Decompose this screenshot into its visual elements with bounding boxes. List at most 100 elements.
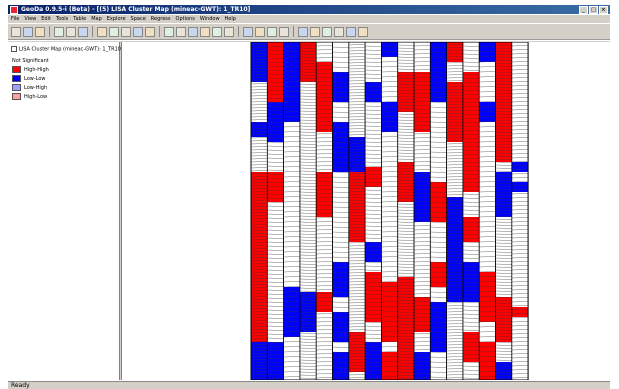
township-boundary: [413, 69, 431, 71]
low-low-cluster[interactable]: [332, 312, 349, 342]
low-low-cluster[interactable]: [430, 302, 447, 352]
minimize-icon[interactable]: _: [579, 5, 588, 14]
high-high-cluster[interactable]: [479, 272, 496, 322]
high-high-cluster[interactable]: [446, 82, 463, 142]
high-high-cluster[interactable]: [495, 297, 512, 342]
zoomout-icon[interactable]: [310, 26, 320, 37]
lisa-icon[interactable]: [188, 26, 198, 37]
legend-item-high-low[interactable]: High-Low: [12, 93, 47, 100]
gray-icon[interactable]: [279, 26, 289, 37]
window-icon[interactable]: [243, 26, 253, 37]
menu-map[interactable]: Map: [91, 16, 102, 22]
map-icon[interactable]: [164, 26, 174, 37]
weights-icon[interactable]: [109, 26, 119, 37]
low-low-cluster[interactable]: [381, 102, 398, 132]
menu-explore[interactable]: Explore: [106, 16, 126, 22]
legend-item-high-high[interactable]: High-High: [12, 66, 49, 73]
low-low-cluster[interactable]: [365, 82, 382, 102]
boxplot-icon[interactable]: [133, 26, 143, 37]
low-low-cluster[interactable]: [462, 262, 480, 302]
menu-tools[interactable]: Tools: [55, 16, 69, 22]
low-low-cluster[interactable]: [414, 352, 431, 380]
moran-icon[interactable]: [176, 26, 186, 37]
low-low-cluster[interactable]: [365, 242, 382, 262]
menu-view[interactable]: View: [24, 16, 37, 22]
pan-icon[interactable]: [66, 26, 76, 37]
select-icon[interactable]: [54, 26, 64, 37]
save-icon[interactable]: [35, 26, 45, 37]
township-boundary: [462, 249, 480, 251]
high-high-cluster[interactable]: [365, 272, 382, 322]
cluster-icon[interactable]: [200, 26, 210, 37]
township-boundary: [397, 281, 415, 283]
low-low-cluster[interactable]: [251, 342, 268, 380]
bivariate-icon[interactable]: [224, 26, 234, 37]
high-high-cluster[interactable]: [414, 72, 431, 132]
histogram-icon[interactable]: [121, 26, 131, 37]
legend-item-low-high[interactable]: Low-High: [12, 84, 47, 91]
close-project-icon[interactable]: [23, 26, 33, 37]
settings-icon[interactable]: [346, 26, 356, 37]
low-low-cluster[interactable]: [267, 102, 284, 142]
zoomin-icon[interactable]: [298, 26, 308, 37]
legend-item-low-low[interactable]: Low-Low: [12, 75, 46, 82]
legend-title-row[interactable]: LISA Cluster Map (mineac-GWT): 1_TR10: [11, 46, 121, 53]
zoom-icon[interactable]: [78, 26, 88, 37]
high-high-cluster[interactable]: [316, 292, 333, 312]
low-low-cluster[interactable]: [332, 352, 349, 380]
township-boundary: [332, 246, 349, 248]
menu-edit[interactable]: Edit: [41, 16, 51, 22]
low-low-cluster[interactable]: [495, 362, 512, 380]
menu-help[interactable]: Help: [224, 16, 236, 22]
cluster-map[interactable]: [122, 41, 611, 381]
menu-space[interactable]: Space: [130, 16, 146, 22]
legend-item-not-significant[interactable]: Not Significant: [12, 58, 49, 64]
table-icon[interactable]: [97, 26, 107, 37]
high-high-cluster[interactable]: [462, 217, 480, 242]
menu-window[interactable]: Window: [199, 16, 220, 22]
high-high-cluster[interactable]: [316, 62, 333, 132]
low-low-cluster[interactable]: [511, 162, 529, 172]
menu-regress[interactable]: Regress: [150, 16, 171, 22]
legend-icon[interactable]: [334, 26, 344, 37]
township-boundary: [413, 157, 431, 159]
low-low-cluster[interactable]: [332, 72, 349, 102]
menu-file[interactable]: File: [11, 16, 20, 22]
cascade-icon[interactable]: [255, 26, 265, 37]
close-icon[interactable]: ×: [599, 5, 608, 14]
high-high-cluster[interactable]: [267, 42, 284, 102]
map-column[interactable]: [511, 41, 529, 381]
menu-table[interactable]: Table: [73, 16, 87, 22]
high-high-cluster[interactable]: [397, 277, 414, 342]
collapse-icon[interactable]: [11, 46, 17, 52]
percentile-icon[interactable]: [212, 26, 222, 37]
tile-icon[interactable]: [267, 26, 277, 37]
high-high-cluster[interactable]: [511, 307, 529, 317]
map-column[interactable]: [478, 41, 496, 381]
low-low-cluster[interactable]: [332, 262, 349, 297]
low-low-cluster[interactable]: [299, 292, 317, 332]
low-low-cluster[interactable]: [511, 182, 529, 192]
open-icon[interactable]: [11, 26, 21, 37]
menu-options[interactable]: Options: [175, 16, 195, 22]
record-icon[interactable]: [358, 26, 368, 37]
high-high-cluster[interactable]: [462, 332, 480, 362]
low-low-cluster[interactable]: [332, 122, 349, 172]
township-boundary: [250, 368, 268, 370]
high-high-cluster[interactable]: [414, 297, 431, 332]
low-low-cluster[interactable]: [348, 137, 366, 172]
high-high-cluster[interactable]: [381, 352, 398, 380]
high-high-cluster[interactable]: [397, 342, 414, 380]
low-low-cluster[interactable]: [414, 172, 431, 222]
township-boundary: [397, 140, 415, 142]
scatter-icon[interactable]: [145, 26, 155, 37]
high-high-cluster[interactable]: [267, 172, 284, 202]
high-high-cluster[interactable]: [430, 262, 447, 287]
low-low-cluster[interactable]: [283, 287, 300, 337]
high-high-cluster[interactable]: [316, 172, 333, 217]
maximize-icon[interactable]: □: [589, 5, 598, 14]
fullextent-icon[interactable]: [322, 26, 332, 37]
map-canvas[interactable]: [121, 41, 611, 381]
high-high-cluster[interactable]: [479, 342, 496, 380]
low-low-cluster[interactable]: [381, 42, 398, 57]
